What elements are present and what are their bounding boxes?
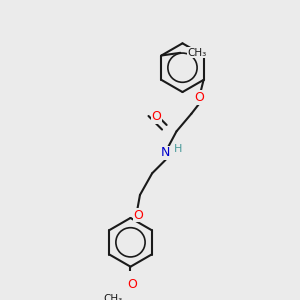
Text: N: N — [161, 146, 170, 160]
Text: O: O — [151, 110, 161, 123]
Text: CH₃: CH₃ — [103, 294, 122, 300]
Text: CH₃: CH₃ — [187, 48, 206, 58]
Text: O: O — [134, 209, 144, 222]
Text: H: H — [174, 144, 182, 154]
Text: O: O — [195, 91, 205, 104]
Text: O: O — [127, 278, 137, 291]
